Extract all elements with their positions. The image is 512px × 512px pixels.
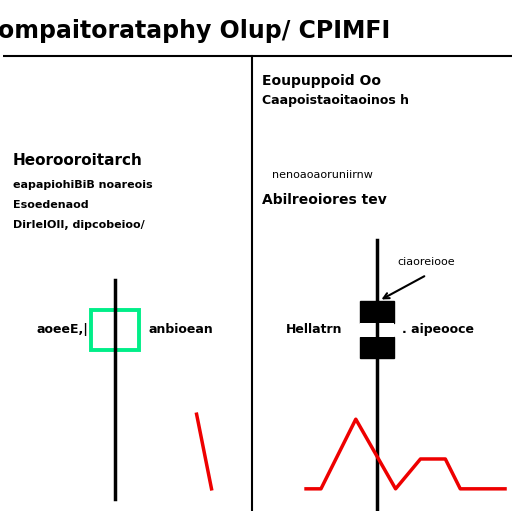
- Text: ompaitorataphy Olup/ CPIMFI: ompaitorataphy Olup/ CPIMFI: [0, 19, 390, 43]
- Text: anbioean: anbioean: [148, 323, 213, 336]
- Text: . aipeooce: . aipeooce: [402, 323, 474, 336]
- Text: aoeeE,|: aoeeE,|: [36, 323, 88, 336]
- Bar: [360, 323, 394, 336]
- Text: ciaoreiooe: ciaoreiooe: [397, 257, 455, 267]
- Text: Abilreoiores tev: Abilreoiores tev: [262, 194, 387, 207]
- Text: Heorooroitarch: Heorooroitarch: [12, 153, 142, 168]
- Text: Eoupuppoid Oo: Eoupuppoid Oo: [262, 74, 381, 88]
- Bar: [91, 310, 139, 350]
- Text: nenoaoaoruniirnw: nenoaoaoruniirnw: [272, 170, 373, 180]
- Bar: [360, 336, 394, 358]
- Text: eapapiohiBiB noareois: eapapiohiBiB noareois: [12, 180, 152, 190]
- Bar: [360, 301, 394, 323]
- Text: DirIeIOII, dipcobeioo/: DirIeIOII, dipcobeioo/: [12, 220, 144, 230]
- Text: Esoedenaod: Esoedenaod: [12, 200, 88, 210]
- Text: Caapoistaoitaoinos h: Caapoistaoitaoinos h: [262, 94, 409, 108]
- Text: Hellatrn: Hellatrn: [286, 323, 342, 336]
